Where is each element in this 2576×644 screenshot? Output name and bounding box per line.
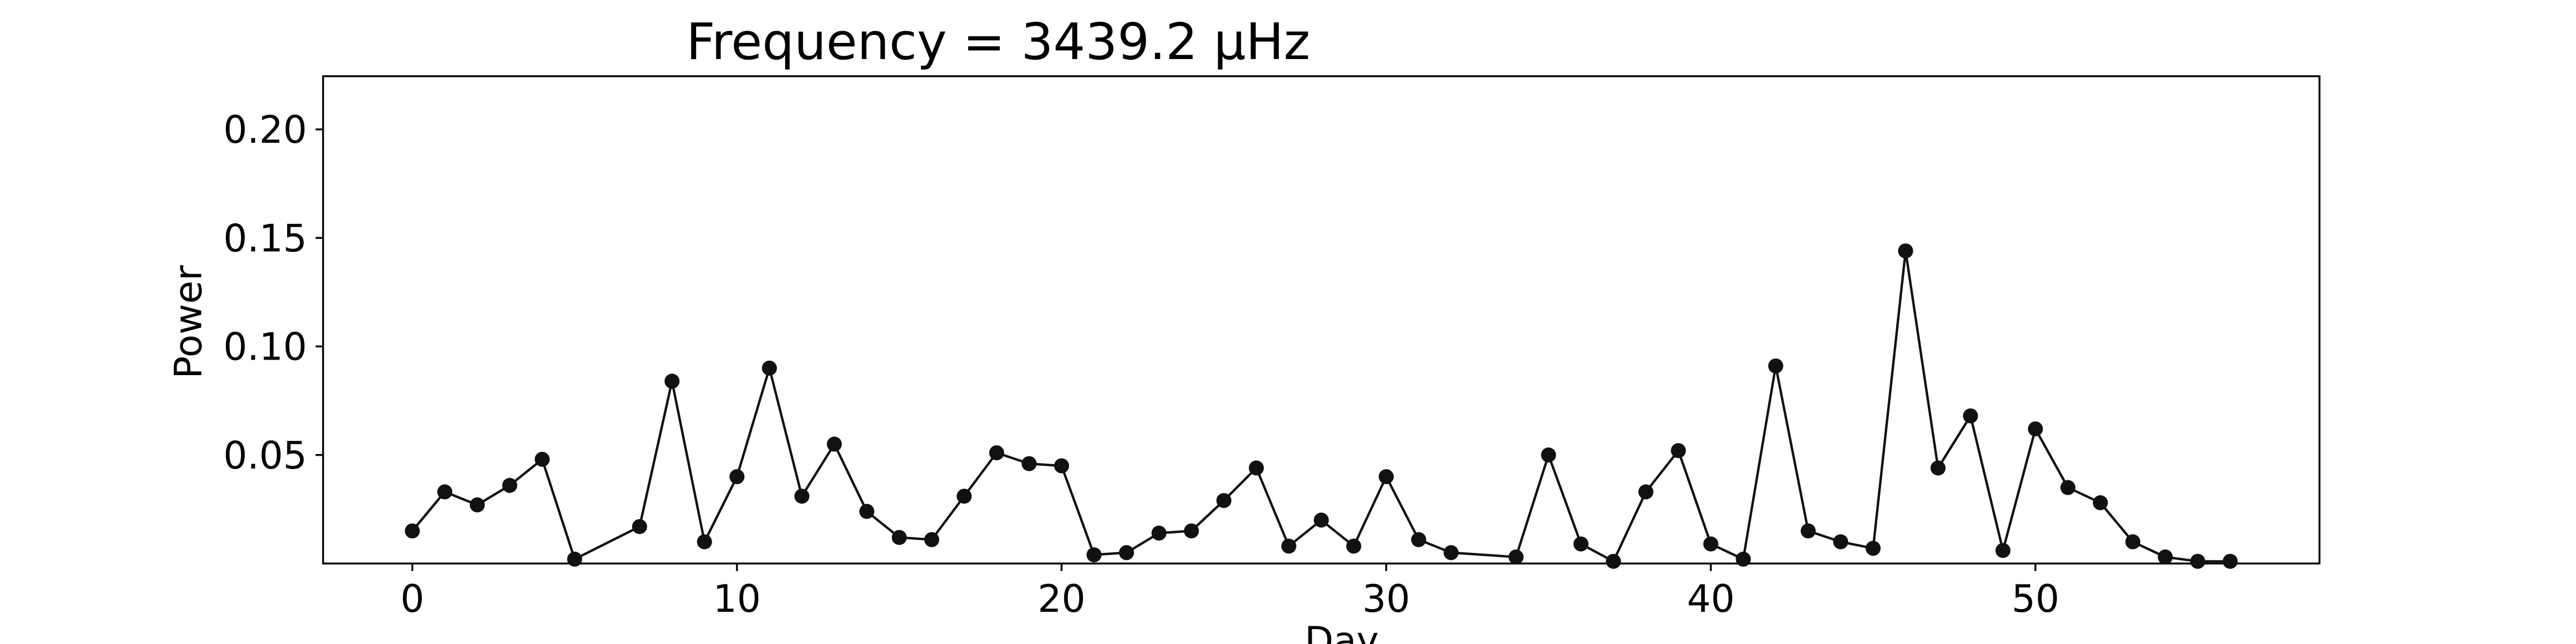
data-point — [1021, 456, 1037, 471]
data-point — [1865, 540, 1881, 556]
data-point — [2125, 534, 2141, 550]
data-point — [1703, 536, 1718, 552]
data-point — [1995, 543, 2011, 558]
data-point — [2222, 553, 2238, 569]
data-point — [1768, 358, 1783, 374]
data-point — [1963, 408, 1978, 423]
data-point — [1930, 460, 1946, 476]
data-point — [1671, 443, 1686, 458]
data-point — [1898, 243, 1913, 259]
data-point — [1833, 534, 1848, 550]
plot-frame — [322, 75, 2321, 565]
data-point — [2060, 480, 2076, 495]
data-point — [1736, 551, 1751, 567]
data-point — [794, 488, 810, 504]
data-point — [1314, 513, 1329, 528]
data-point — [405, 523, 420, 539]
data-point — [697, 534, 712, 550]
data-point — [502, 478, 517, 493]
data-point — [1801, 523, 1816, 539]
data-point — [762, 360, 777, 376]
data-point — [470, 497, 485, 513]
data-point — [1411, 532, 1426, 547]
y-tick-label: 0.05 — [223, 434, 307, 478]
y-tick-label: 0.15 — [223, 216, 307, 260]
data-point — [1378, 469, 1394, 485]
data-point — [826, 436, 842, 452]
x-tick-label: 20 — [1038, 577, 1086, 621]
data-point — [1216, 493, 1232, 508]
data-point — [437, 484, 452, 500]
data-point — [1151, 525, 1167, 541]
plot-area — [322, 75, 2321, 565]
data-point — [1541, 447, 1556, 463]
y-axis-label: Power — [166, 265, 210, 379]
data-point — [1249, 460, 1264, 476]
tick-layer: 0 10 20 30 40 50 0.05 0.10 0.15 0.20 — [223, 108, 2059, 621]
data-point — [891, 530, 907, 545]
data-point — [1281, 538, 1297, 554]
y-tick-label: 0.20 — [223, 108, 307, 152]
x-tick-label: 10 — [713, 577, 761, 621]
data-point — [1184, 523, 1199, 539]
data-point — [664, 374, 680, 389]
data-point — [1443, 545, 1459, 560]
data-point — [1119, 545, 1135, 560]
data-layer — [405, 243, 2238, 569]
data-point — [924, 532, 940, 547]
data-point — [2028, 421, 2043, 437]
data-point — [1508, 549, 1524, 565]
x-tick-label: 0 — [400, 577, 425, 621]
data-point — [1606, 553, 1621, 569]
data-point — [2092, 495, 2108, 510]
x-tick-label: 30 — [1362, 577, 1410, 621]
x-axis-label: Day — [1305, 619, 1379, 644]
data-point — [956, 488, 972, 504]
x-tick-label: 50 — [2011, 577, 2059, 621]
data-point — [632, 519, 647, 535]
data-point — [2157, 549, 2173, 565]
data-point — [535, 451, 550, 467]
chart-title: Frequency = 3439.2 μHz — [686, 13, 1311, 71]
data-point — [1086, 547, 1102, 562]
data-point — [1346, 538, 1362, 554]
data-point — [859, 503, 875, 519]
data-point — [1054, 458, 1070, 473]
data-point — [1573, 536, 1589, 552]
y-tick-label: 0.10 — [223, 325, 307, 369]
data-point — [729, 469, 745, 485]
x-tick-label: 40 — [1687, 577, 1735, 621]
data-point — [2190, 553, 2206, 569]
data-point — [1638, 484, 1653, 500]
data-point — [989, 445, 1005, 460]
data-point — [567, 551, 582, 567]
